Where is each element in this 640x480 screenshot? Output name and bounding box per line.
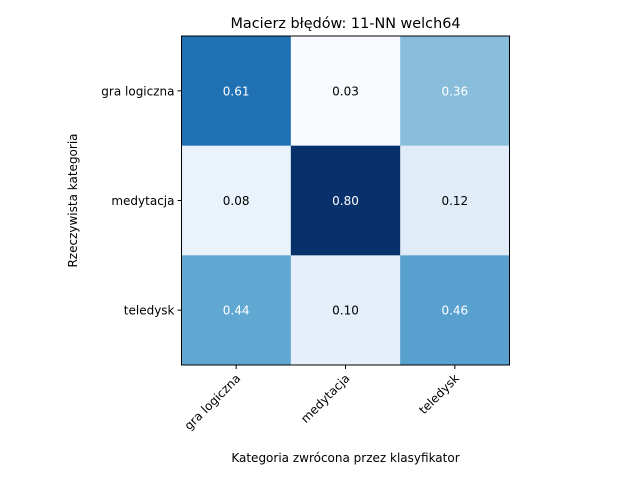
y-axis-label: Rzeczywista kategoria xyxy=(66,133,80,267)
y-tick-label: medytacja xyxy=(111,194,174,208)
cell-value-label: 0.12 xyxy=(441,194,468,208)
y-tick-label: teledysk xyxy=(124,304,175,318)
cell-value-label: 0.36 xyxy=(441,84,468,98)
cell-value-label: 0.03 xyxy=(332,84,359,98)
x-axis-label: Kategoria zwrócona przez klasyfikator xyxy=(231,451,459,465)
heatmap-cells xyxy=(181,36,510,366)
x-tick-label: teledysk xyxy=(416,371,462,417)
cell-value-label: 0.80 xyxy=(332,194,359,208)
cell-value-label: 0.44 xyxy=(223,304,250,318)
heatmap-cell xyxy=(181,36,292,147)
heatmap-cell xyxy=(400,36,510,147)
heatmap-cell-labels: 0.61 0.03 0.36 0.08 0.80 0.12 0.44 0.10 0.46 xyxy=(223,84,468,317)
x-axis-ticks: gra logiczna medytacja teledysk xyxy=(182,365,462,433)
heatmap-cell xyxy=(290,255,401,366)
y-axis-ticks: gra logiczna medytacja teledysk xyxy=(101,84,182,318)
cell-value-label: 0.46 xyxy=(441,304,468,318)
heatmap-cell xyxy=(400,255,510,366)
cell-value-label: 0.10 xyxy=(332,304,359,318)
cell-value-label: 0.08 xyxy=(223,194,250,208)
heatmap-cell xyxy=(290,36,401,147)
heatmap-cell xyxy=(400,145,510,256)
y-tick-label: gra logiczna xyxy=(101,84,174,98)
cell-value-label: 0.61 xyxy=(223,84,250,98)
heatmap-cell xyxy=(181,255,292,366)
x-tick-label: medytacja xyxy=(298,371,353,426)
x-tick-label: gra logiczna xyxy=(182,371,244,433)
chart-title: Macierz błędów: 11-NN welch64 xyxy=(230,16,460,32)
heatmap-cell xyxy=(290,145,401,256)
heatmap-cell xyxy=(181,145,292,256)
